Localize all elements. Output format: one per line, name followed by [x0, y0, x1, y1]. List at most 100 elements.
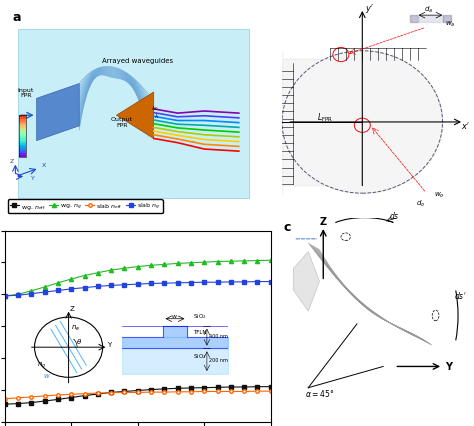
slab $n_g$	[55, 288, 61, 294]
wg. $n_g$	[28, 288, 34, 294]
slab $n_g$	[162, 281, 167, 286]
slab $n_\mathrm{eff}$	[95, 391, 100, 396]
Bar	[19, 127, 26, 129]
Bar	[19, 129, 26, 131]
Text: Y: Y	[31, 175, 35, 180]
Bar	[19, 122, 26, 124]
slab $n_\mathrm{eff}$	[15, 395, 21, 400]
wg. $n_\mathrm{eff}$	[215, 385, 220, 390]
slab $n_\mathrm{eff}$	[122, 390, 128, 395]
slab $n_g$	[255, 279, 260, 285]
slab $n_\mathrm{eff}$	[215, 389, 220, 394]
Text: a: a	[13, 11, 21, 23]
wg. $n_g$	[95, 271, 100, 276]
wg. $n_g$	[215, 259, 220, 265]
slab $n_g$	[28, 291, 34, 296]
wg. $n_g$	[135, 265, 141, 270]
wg. $n_g$	[2, 294, 8, 299]
slab $n_\mathrm{eff}$	[2, 396, 8, 401]
Bar	[19, 131, 26, 133]
Polygon shape	[117, 93, 154, 139]
slab $n_g$	[42, 290, 47, 295]
Text: $x'$: $x'$	[461, 119, 470, 130]
Bar	[19, 144, 26, 145]
Text: $\alpha=45°$: $\alpha=45°$	[304, 387, 334, 398]
slab $n_g$	[82, 285, 87, 291]
wg. $n_\mathrm{eff}$	[108, 390, 114, 395]
slab $n_g$	[135, 282, 141, 287]
wg. $n_\mathrm{eff}$	[122, 389, 128, 394]
slab $n_g$	[188, 280, 194, 285]
Polygon shape	[293, 252, 319, 311]
Bar	[19, 116, 26, 158]
wg. $n_\mathrm{eff}$	[268, 384, 273, 389]
Text: Arrayed waveguides: Arrayed waveguides	[102, 58, 173, 64]
slab $n_\mathrm{eff}$	[188, 389, 194, 394]
wg. $n_g$	[108, 268, 114, 273]
slab $n_\mathrm{eff}$	[68, 392, 74, 397]
Line: slab $n_\mathrm{eff}$: slab $n_\mathrm{eff}$	[3, 389, 273, 400]
wg. $n_g$	[241, 259, 247, 264]
Polygon shape	[36, 84, 79, 141]
slab $n_g$	[201, 280, 207, 285]
wg. $n_\mathrm{eff}$	[148, 387, 154, 392]
wg. $n_\mathrm{eff}$	[68, 395, 74, 400]
Text: $y'$: $y'$	[365, 3, 374, 15]
slab $n_g$	[241, 280, 247, 285]
wg. $n_\mathrm{eff}$	[82, 393, 87, 398]
Text: Y: Y	[445, 362, 452, 371]
wg. $n_g$	[15, 292, 21, 297]
Bar	[19, 156, 26, 158]
wg. $n_g$	[42, 285, 47, 290]
Bar	[19, 150, 26, 152]
wg. $n_g$	[82, 273, 87, 279]
wg. $n_g$	[228, 259, 234, 264]
Bar	[19, 124, 26, 127]
wg. $n_\mathrm{eff}$	[228, 385, 234, 390]
Text: c: c	[284, 220, 292, 233]
Bar	[19, 118, 26, 120]
slab $n_g$	[95, 284, 100, 289]
Line: wg. $n_g$: wg. $n_g$	[3, 259, 273, 298]
wg. $n_\mathrm{eff}$	[28, 400, 34, 405]
Bar	[19, 154, 26, 156]
slab $n_\mathrm{eff}$	[255, 389, 260, 394]
Text: $ds$: $ds$	[389, 209, 400, 220]
wg. $n_g$	[68, 277, 74, 282]
Text: $\lambda$: $\lambda$	[154, 112, 159, 120]
wg. $n_g$	[55, 281, 61, 286]
slab $n_g$	[2, 294, 8, 299]
Text: X: X	[42, 163, 46, 167]
Text: $ds'$: $ds'$	[454, 290, 467, 301]
wg. $n_\mathrm{eff}$	[2, 402, 8, 407]
slab $n_g$	[215, 280, 220, 285]
slab $n_\mathrm{eff}$	[108, 390, 114, 395]
Bar	[19, 145, 26, 147]
Bar	[19, 120, 26, 122]
slab $n_\mathrm{eff}$	[201, 389, 207, 394]
wg. $n_\mathrm{eff}$	[42, 399, 47, 404]
slab $n_\mathrm{eff}$	[135, 390, 141, 395]
wg. $n_\mathrm{eff}$	[188, 386, 194, 391]
slab $n_g$	[148, 281, 154, 286]
Bar	[19, 139, 26, 141]
wg. $n_g$	[201, 260, 207, 265]
slab $n_g$	[228, 280, 234, 285]
Text: $d_a$: $d_a$	[424, 4, 433, 14]
slab $n_g$	[108, 283, 114, 288]
wg. $n_g$	[255, 259, 260, 264]
slab $n_g$	[268, 279, 273, 285]
Text: $L_\mathrm{FPR}$: $L_\mathrm{FPR}$	[317, 111, 333, 124]
wg. $n_\mathrm{eff}$	[95, 391, 100, 397]
wg. $n_\mathrm{eff}$	[162, 386, 167, 391]
wg. $n_\mathrm{eff}$	[175, 386, 181, 391]
slab $n_\mathrm{eff}$	[42, 394, 47, 399]
Text: Input
FPR: Input FPR	[18, 87, 34, 98]
wg. $n_\mathrm{eff}$	[55, 397, 61, 402]
Bar	[19, 152, 26, 154]
Bar	[19, 137, 26, 139]
slab $n_g$	[175, 281, 181, 286]
slab $n_g$	[15, 293, 21, 298]
slab $n_\mathrm{eff}$	[175, 389, 181, 394]
Text: $d_o$: $d_o$	[416, 199, 425, 209]
